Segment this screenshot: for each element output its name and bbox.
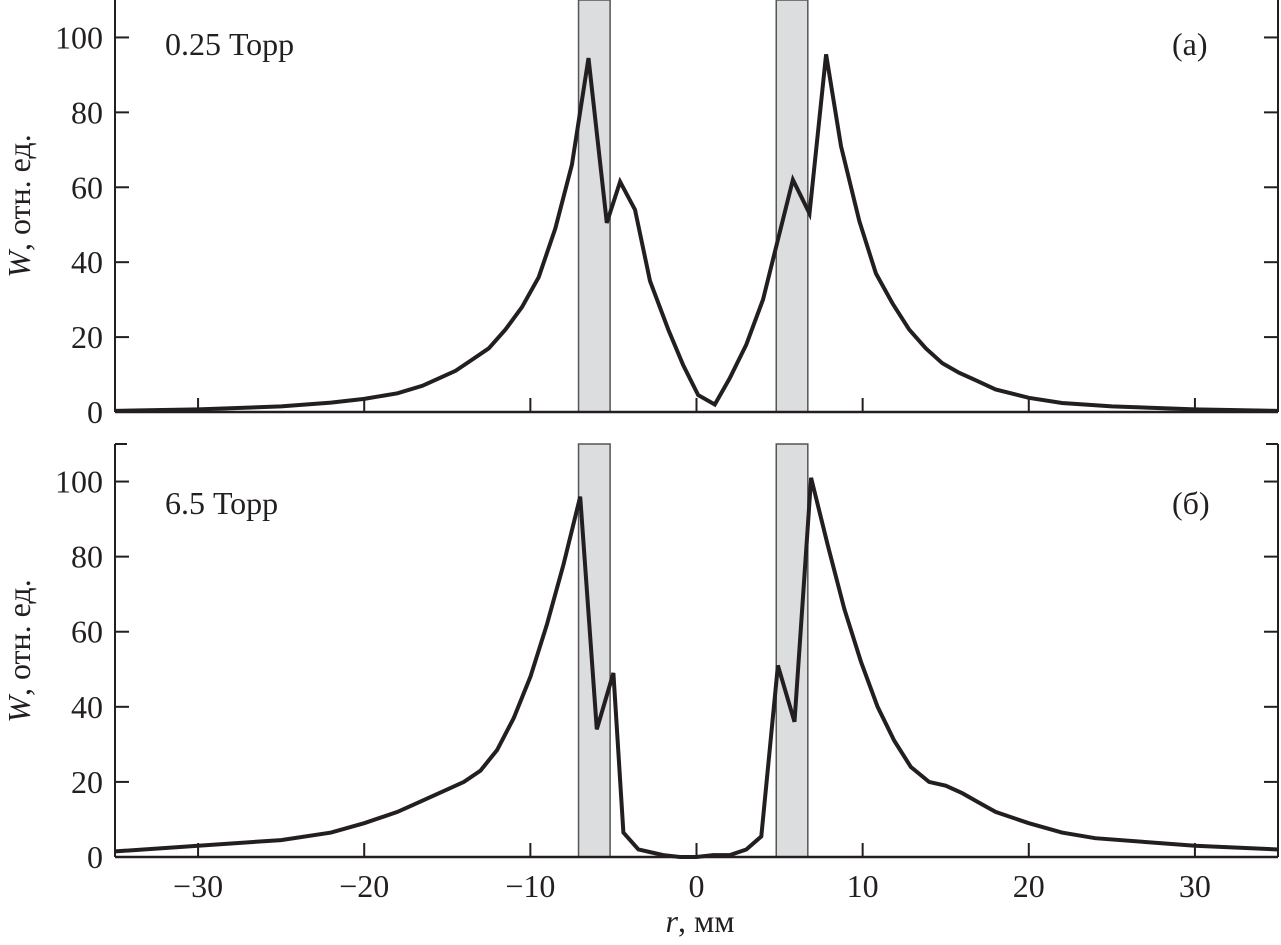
y-tick-label: 60: [71, 614, 103, 650]
panel-a-label: (а): [1172, 26, 1208, 62]
x-tick-label: −20: [339, 868, 389, 904]
x-tick-label: 0: [689, 868, 705, 904]
shaded-band: [577, 443, 611, 858]
y-tick-label: 0: [87, 394, 103, 430]
xlabel: r, мм: [666, 903, 735, 939]
y-tick-label: 100: [55, 19, 103, 55]
y-tick-label: 80: [71, 94, 103, 130]
ylabel-rest: , отн. ед.: [1, 579, 37, 696]
panel-b: 0 20 40 60 80 100 −30 −20 −10 0 10 20 30: [55, 443, 1279, 904]
x-tick-label: −10: [505, 868, 555, 904]
y-tick-label: 20: [71, 764, 103, 800]
x-tick-label: 30: [1179, 868, 1211, 904]
panel-a-annotation: 0.25 Торр: [165, 26, 294, 62]
y-tick-label: 60: [71, 169, 103, 205]
ylabel-var: W: [1, 248, 37, 278]
panel-a: 0 20 40 60 80 100: [55, 0, 1279, 430]
panel-a-ylabel: W, отн. ед.: [1, 134, 37, 277]
x-tick-label: 10: [847, 868, 879, 904]
xlabel-rest: , мм: [678, 903, 735, 939]
x-tick-label: −30: [173, 868, 223, 904]
panel-b-label: (б): [1172, 485, 1210, 521]
x-tick-label: 20: [1013, 868, 1045, 904]
shaded-band: [775, 0, 809, 413]
y-tick-label: 20: [71, 319, 103, 355]
y-tick-label: 100: [55, 464, 103, 500]
xlabel-var: r: [666, 903, 679, 939]
shaded-band: [775, 443, 809, 858]
panel-b-annotation: 6.5 Торр: [165, 485, 278, 521]
y-tick-label: 40: [71, 244, 103, 280]
y-tick-label: 80: [71, 539, 103, 575]
series-line: [114, 477, 1279, 859]
ylabel-var: W: [1, 693, 37, 723]
panel-b-ylabel: W, отн. ед.: [1, 579, 37, 722]
series-line: [114, 53, 1279, 413]
y-tick-label: 0: [87, 839, 103, 875]
ylabel-rest: , отн. ед.: [1, 134, 37, 251]
y-tick-label: 40: [71, 689, 103, 725]
